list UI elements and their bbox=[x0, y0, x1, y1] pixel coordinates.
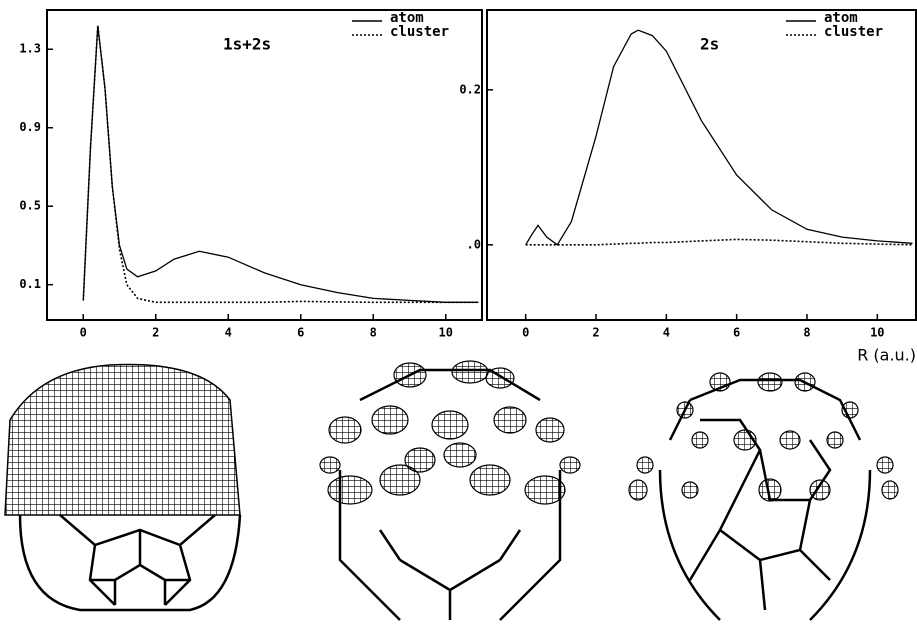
x-tick-label: 6 bbox=[297, 326, 304, 340]
x-tick-label: 6 bbox=[733, 326, 740, 340]
series-line bbox=[526, 239, 913, 244]
x-tick-label: 2 bbox=[152, 326, 159, 340]
legend-label: cluster bbox=[390, 24, 449, 40]
x-tick-label: 8 bbox=[370, 326, 377, 340]
y-tick-label: 0.1 bbox=[19, 277, 41, 291]
x-tick-label: 10 bbox=[870, 326, 884, 340]
x-tick-label: 10 bbox=[439, 326, 453, 340]
series-line bbox=[526, 30, 913, 245]
y-tick-label: .0 bbox=[467, 237, 481, 251]
y-tick-label: 0.2 bbox=[459, 82, 481, 96]
x-tick-label: 2 bbox=[592, 326, 599, 340]
annotation: 2s bbox=[700, 35, 719, 54]
x-tick-label: 0 bbox=[80, 326, 87, 340]
fullerene-orbitals bbox=[320, 361, 580, 620]
legend-label: cluster bbox=[824, 24, 883, 40]
annotation: 1s+2s bbox=[223, 35, 271, 54]
plot-frame bbox=[487, 10, 916, 320]
series-line bbox=[83, 26, 478, 303]
series-line bbox=[83, 26, 478, 303]
x-tick-label: 4 bbox=[225, 326, 232, 340]
y-tick-label: 0.5 bbox=[19, 199, 41, 213]
y-tick-label: 0.9 bbox=[19, 120, 41, 134]
figure: 02468100.10.50.91.3atomcluster1s+2s02468… bbox=[0, 0, 917, 624]
x-axis-label: R (a.u.) bbox=[857, 346, 916, 365]
fullerene-2s bbox=[629, 373, 898, 620]
x-tick-label: 0 bbox=[522, 326, 529, 340]
x-tick-label: 8 bbox=[803, 326, 810, 340]
fullerene-mesh bbox=[5, 364, 240, 610]
x-tick-label: 4 bbox=[663, 326, 670, 340]
y-tick-label: 1.3 bbox=[19, 42, 41, 56]
